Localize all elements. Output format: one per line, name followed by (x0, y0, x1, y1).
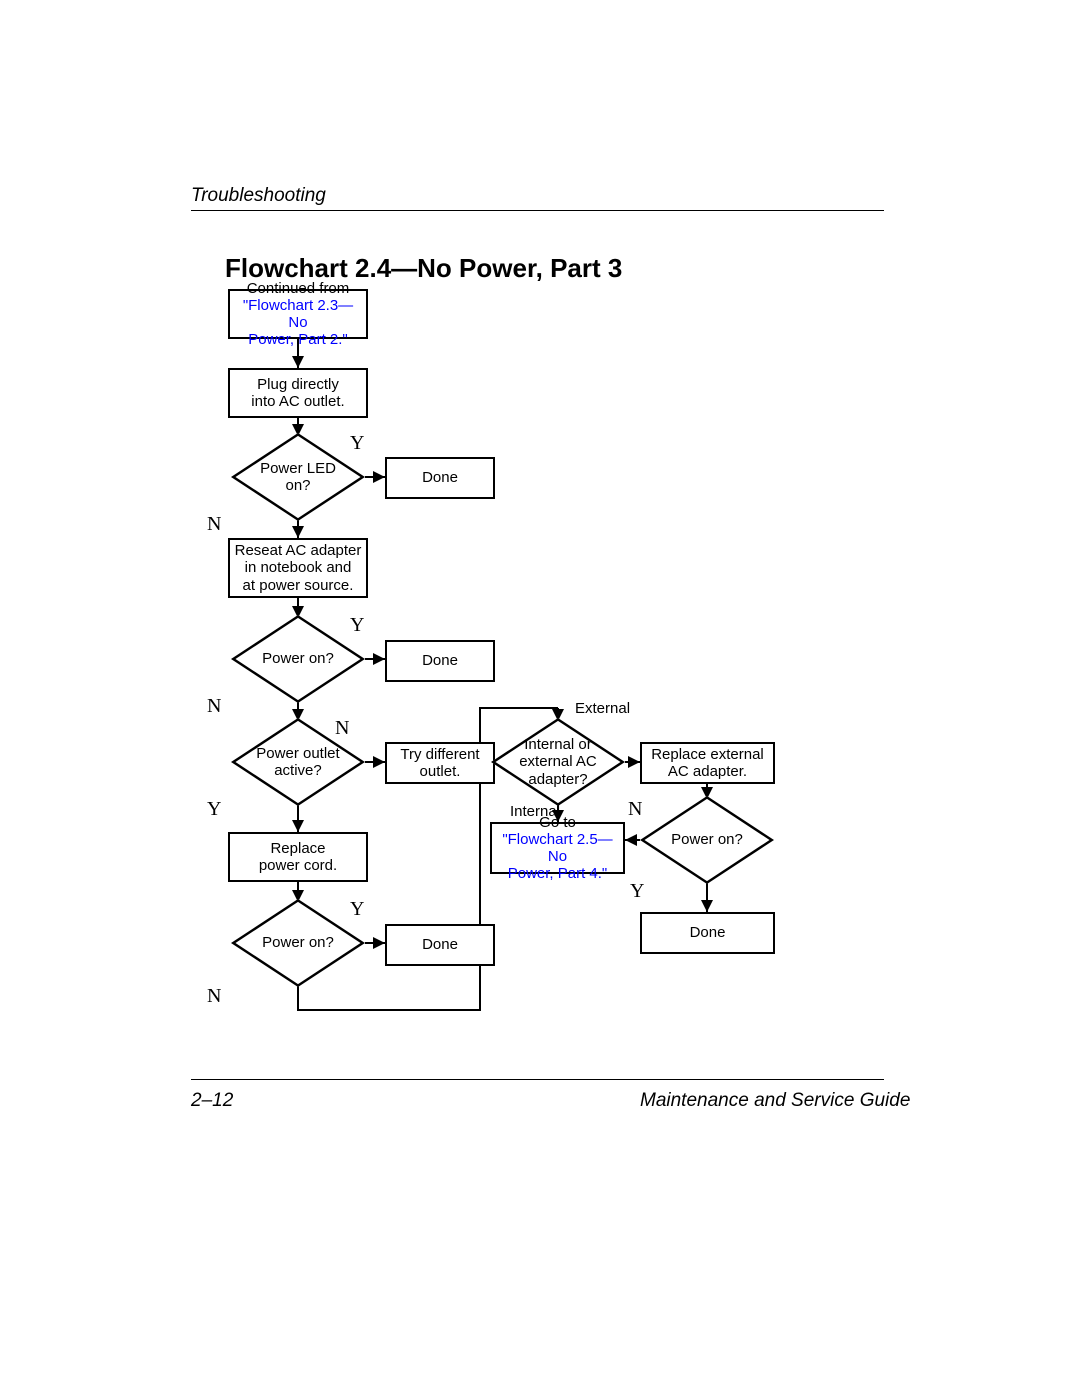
flow-process-n8: Done (385, 924, 495, 966)
edge-label-l1: Y (350, 432, 364, 455)
flow-decision-d2 (231, 615, 365, 703)
edge-label-l8: N (207, 985, 221, 1008)
edge-label-l4: N (207, 695, 221, 718)
flow-process-text: Go to"Flowchart 2.5—NoPower, Part 4." (496, 814, 619, 883)
edge-label-l12: Y (630, 880, 644, 903)
header-rule (191, 210, 884, 211)
flow-process-n3: Done (385, 457, 495, 499)
flow-process-n11: Done (640, 912, 775, 954)
flow-process-text: Done (422, 936, 458, 953)
page: Troubleshooting Flowchart 2.4—No Power, … (0, 0, 1080, 1397)
edge-label-l3: Y (350, 614, 364, 637)
flow-process-n4: Reseat AC adapterin notebook andat power… (228, 538, 368, 598)
edge-label-l10: Internal (510, 803, 560, 820)
edge-label-l11: N (628, 798, 642, 821)
flow-process-text: Try differentoutlet. (400, 746, 479, 781)
edge-label-l5: N (335, 717, 349, 740)
flow-process-text: Done (422, 469, 458, 486)
flow-process-text: Done (690, 924, 726, 941)
flow-process-n10: Go to"Flowchart 2.5—NoPower, Part 4." (490, 822, 625, 874)
flow-process-n2: Plug directlyinto AC outlet. (228, 368, 368, 418)
edge-label-l2: N (207, 513, 221, 536)
edge-label-l9: External (575, 700, 630, 717)
flow-process-text: Reseat AC adapterin notebook andat power… (235, 542, 362, 594)
flow-process-text: Done (422, 652, 458, 669)
footer-page-number: 2–12 (191, 1090, 233, 1112)
flow-process-text: Plug directlyinto AC outlet. (251, 376, 344, 411)
flow-process-n5: Done (385, 640, 495, 682)
edge-label-l6: Y (207, 798, 221, 821)
flow-decision-d5 (491, 718, 625, 806)
edge-label-l7: Y (350, 898, 364, 921)
flow-decision-d1 (231, 433, 365, 521)
flow-process-n7: Replacepower cord. (228, 832, 368, 882)
flow-process-text: Continued from"Flowchart 2.3—NoPower, Pa… (234, 280, 362, 349)
footer-rule (191, 1079, 884, 1080)
flow-process-n9: Replace externalAC adapter. (640, 742, 775, 784)
flow-decision-d6 (640, 796, 774, 884)
flow-process-n6: Try differentoutlet. (385, 742, 495, 784)
flow-process-n1: Continued from"Flowchart 2.3—NoPower, Pa… (228, 289, 368, 339)
flow-process-text: Replace externalAC adapter. (651, 746, 764, 781)
flow-process-text: Replacepower cord. (259, 840, 337, 875)
footer-guide-title: Maintenance and Service Guide (640, 1090, 910, 1112)
section-label: Troubleshooting (191, 185, 326, 207)
flow-decision-d4 (231, 899, 365, 987)
